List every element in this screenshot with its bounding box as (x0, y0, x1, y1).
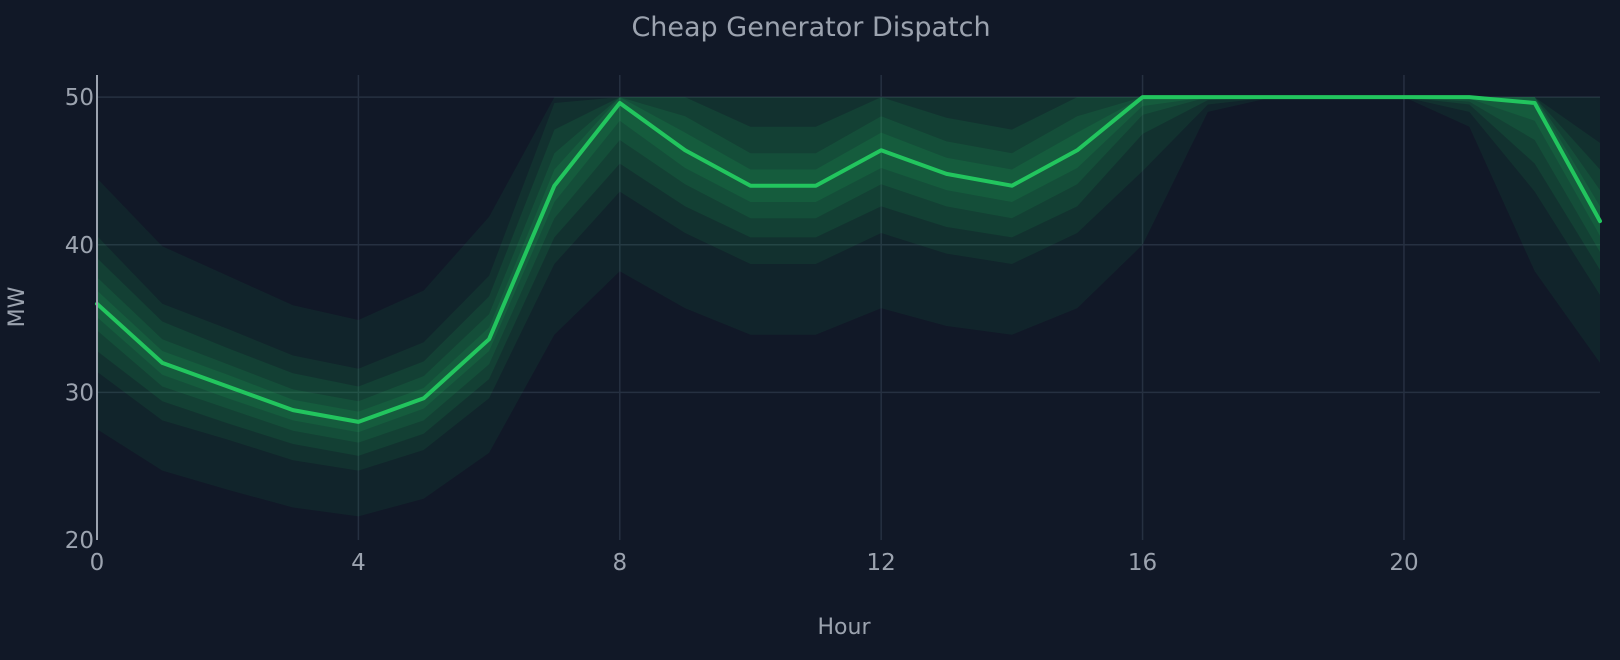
x-tick-label: 0 (90, 550, 105, 576)
confidence-band (97, 97, 1600, 456)
y-tick-label: 50 (65, 85, 94, 111)
y-axis-title: MW (5, 286, 30, 327)
x-tick-label: 12 (867, 550, 896, 576)
x-tick-label: 8 (612, 550, 627, 576)
series-lines (95, 95, 1602, 424)
confidence-band (97, 97, 1600, 517)
confidence-band (97, 97, 1600, 433)
chart-title: Cheap Generator Dispatch (631, 12, 990, 43)
x-tick-label: 20 (1389, 550, 1418, 576)
y-tick-label: 40 (65, 233, 94, 259)
confidence-band (97, 97, 1600, 471)
confidence-bands (97, 97, 1600, 517)
y-tick-label: 30 (65, 380, 94, 406)
x-tick-label: 4 (351, 550, 366, 576)
axes: 20 30 40 50 0 4 8 12 16 20 (65, 75, 1419, 576)
x-tick-label: 16 (1128, 550, 1157, 576)
y-tick-label: 20 (65, 528, 94, 554)
x-axis-title: Hour (818, 615, 872, 640)
series-line (95, 95, 1602, 424)
